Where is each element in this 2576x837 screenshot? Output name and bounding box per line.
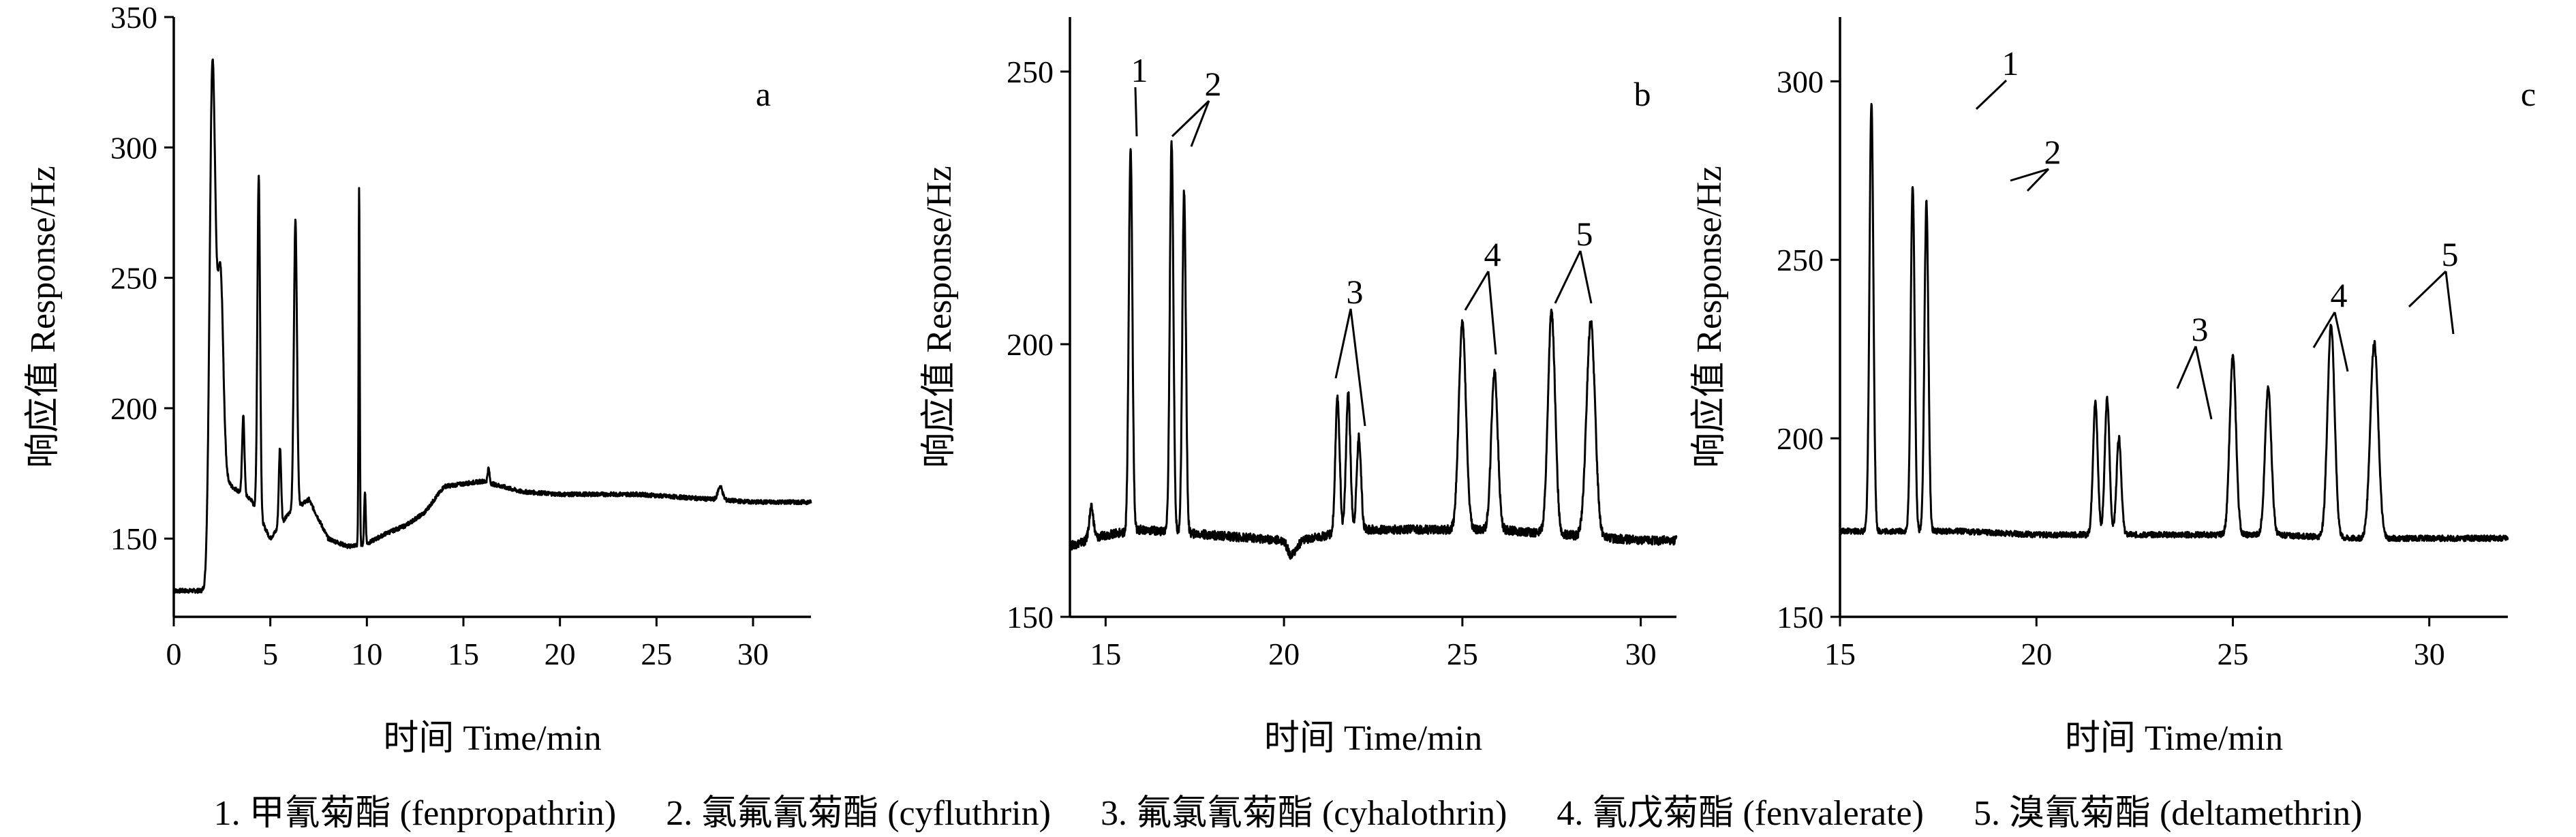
x-tick-label: 20 bbox=[545, 637, 576, 671]
compound-legend: 1. 甲氰菊酯 (fenpropathrin) 2. 氯氟氰菊酯 (cyflut… bbox=[0, 784, 2576, 835]
legend-item-3: 3. 氟氯氰菊酯 (cyhalothrin) bbox=[1100, 794, 1507, 833]
x-axis-title: 时间 Time/min bbox=[1264, 719, 1482, 758]
peak-leader-line bbox=[2026, 168, 2050, 192]
peak-leader-line bbox=[2444, 271, 2455, 335]
legend-item-2: 2. 氯氟氰菊酯 (cyfluthrin) bbox=[666, 794, 1051, 833]
peak-leader-line bbox=[2312, 311, 2336, 348]
y-tick-label: 200 bbox=[110, 391, 157, 426]
y-axis-title: 响应值 Response/Hz bbox=[1690, 166, 1729, 468]
peak-label-4: 4 bbox=[2331, 276, 2348, 314]
x-tick-label: 15 bbox=[1090, 637, 1121, 671]
x-tick-label: 5 bbox=[262, 637, 278, 671]
y-tick-label: 200 bbox=[1777, 421, 1824, 456]
peak-leader-line bbox=[1190, 100, 1210, 147]
peak-label-3: 3 bbox=[1347, 273, 1364, 311]
x-axis-title: 时间 Time/min bbox=[2065, 719, 2283, 758]
x-tick-label: 20 bbox=[1268, 637, 1300, 671]
y-tick-label: 200 bbox=[1007, 327, 1054, 362]
peak-leader-line bbox=[2333, 311, 2349, 372]
panel-letter: a bbox=[756, 75, 771, 113]
x-tick-label: 30 bbox=[737, 637, 769, 671]
peak-leader-line bbox=[1134, 87, 1138, 137]
peak-leader-line bbox=[1487, 271, 1497, 355]
y-tick-label: 250 bbox=[110, 261, 157, 296]
peak-leader-line bbox=[1579, 250, 1593, 304]
y-tick-label: 250 bbox=[1007, 55, 1054, 89]
peak-leader-line bbox=[2408, 270, 2447, 308]
legend-item-5: 5. 溴氰菊酯 (deltamethrin) bbox=[1973, 794, 2363, 833]
chromatogram-trace bbox=[1069, 140, 1678, 560]
y-tick-label: 250 bbox=[1777, 243, 1824, 277]
x-tick-label: 25 bbox=[641, 637, 672, 671]
y-axis-title: 响应值 Response/Hz bbox=[24, 166, 63, 468]
x-tick-label: 25 bbox=[1447, 637, 1478, 671]
y-tick-label: 150 bbox=[110, 521, 157, 556]
panel-a: 150 200 250 300 350 0 5 10 15 20 25 30 时间 Time/min 响应… bbox=[24, 0, 812, 758]
y-tick-label: 150 bbox=[1007, 600, 1054, 635]
peak-leader-line bbox=[1975, 79, 2008, 110]
x-tick-label: 15 bbox=[1824, 637, 1856, 671]
legend-item-4: 4. 氰戊菊酯 (fenvalerate) bbox=[1557, 794, 1924, 833]
peak-leader-line bbox=[1349, 308, 1366, 427]
panel-letter: b bbox=[1634, 75, 1651, 113]
peak-leader-line bbox=[1171, 100, 1210, 138]
peak-leader-line bbox=[1464, 271, 1490, 311]
x-tick-label: 10 bbox=[351, 637, 382, 671]
y-axis-title: 响应值 Response/Hz bbox=[920, 166, 959, 468]
peak-leader-line bbox=[2176, 346, 2197, 389]
y-tick-label: 300 bbox=[1777, 64, 1824, 99]
peak-label-5: 5 bbox=[2442, 235, 2459, 273]
y-tick-label: 350 bbox=[110, 0, 157, 35]
x-tick-label: 25 bbox=[2217, 637, 2248, 671]
x-tick-label: 0 bbox=[166, 637, 182, 671]
peak-label-2: 2 bbox=[1205, 65, 1222, 103]
legend-item-1: 1. 甲氰菊酯 (fenpropathrin) bbox=[213, 794, 617, 833]
chromatogram-trace bbox=[1839, 103, 2509, 543]
peak-label-1: 1 bbox=[2002, 44, 2019, 82]
peak-leader-line bbox=[1554, 250, 1582, 304]
x-tick-label: 20 bbox=[2021, 637, 2052, 671]
peak-leader-line bbox=[2010, 168, 2049, 182]
peak-leader-line bbox=[2194, 346, 2213, 420]
peak-label-5: 5 bbox=[1576, 215, 1593, 253]
y-tick-label: 150 bbox=[1777, 600, 1824, 635]
peak-label-1: 1 bbox=[1131, 51, 1148, 89]
chromatogram-trace bbox=[172, 58, 812, 594]
x-tick-label: 30 bbox=[1625, 637, 1657, 671]
peak-label-2: 2 bbox=[2044, 133, 2061, 171]
peak-label-3: 3 bbox=[2192, 310, 2209, 348]
peak-leader-line bbox=[1334, 308, 1352, 379]
panel-letter: c bbox=[2521, 75, 2536, 113]
peak-label-4: 4 bbox=[1484, 235, 1501, 273]
x-axis-title: 时间 Time/min bbox=[383, 719, 601, 758]
y-tick-label: 300 bbox=[110, 130, 157, 165]
x-tick-label: 30 bbox=[2414, 637, 2445, 671]
x-tick-label: 15 bbox=[448, 637, 479, 671]
